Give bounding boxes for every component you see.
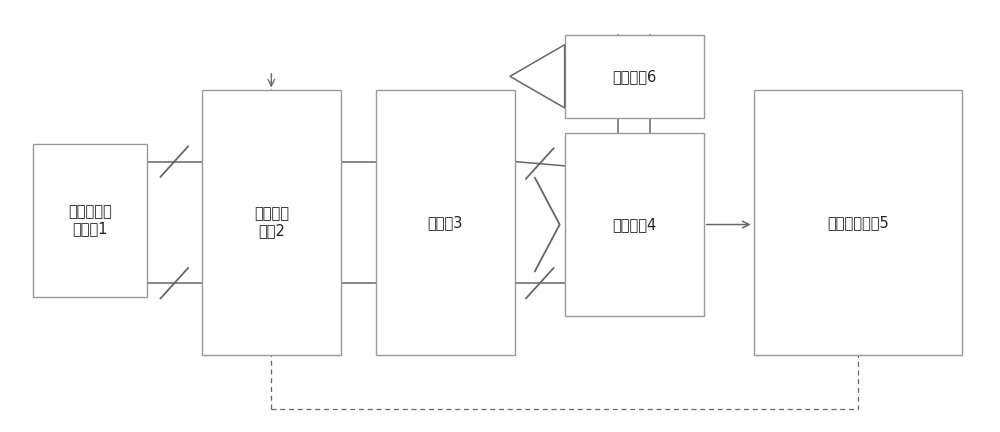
Bar xyxy=(33,143,147,297)
Bar xyxy=(376,90,515,355)
Bar xyxy=(202,90,341,355)
Polygon shape xyxy=(510,45,565,108)
Bar xyxy=(754,90,962,355)
Bar xyxy=(565,133,704,316)
Text: 高重频飞秒
激光源1: 高重频飞秒 激光源1 xyxy=(68,204,112,236)
Text: 光路链3: 光路链3 xyxy=(428,215,463,230)
Text: 监测控制系统5: 监测控制系统5 xyxy=(827,215,889,230)
Text: 误差补偿
模块2: 误差补偿 模块2 xyxy=(254,206,289,238)
Bar xyxy=(565,35,704,118)
Text: 聚焦模块6: 聚焦模块6 xyxy=(612,69,656,84)
Text: 取样模块4: 取样模块4 xyxy=(612,217,656,232)
